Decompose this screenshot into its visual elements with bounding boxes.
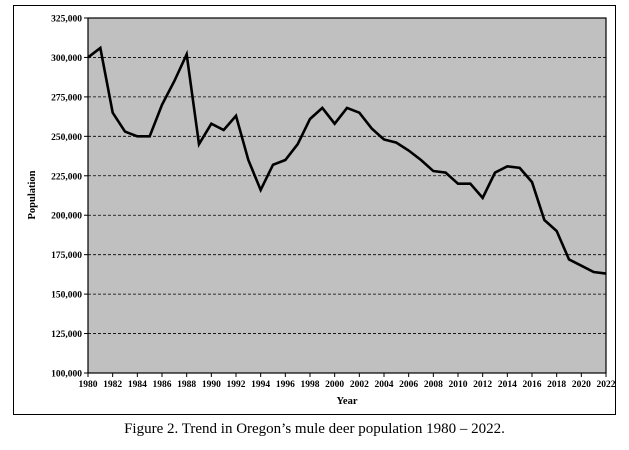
data-point [506,165,508,167]
data-point [358,112,360,114]
chart-frame: 100,000 125,000 150,000 175,000 200,000 225,0… [13,5,616,415]
y-tick-label: 200,000 [51,212,82,222]
data-point [112,112,114,114]
x-tick-label: 2004 [375,380,394,390]
data-point [395,142,397,144]
x-tick-label: 2008 [424,380,443,390]
data-point [334,123,336,125]
data-point [469,183,471,185]
data-point [482,197,484,199]
x-tick-label: 1996 [276,380,295,390]
x-tick-label: 2016 [523,380,542,390]
data-point [223,129,225,131]
x-tick-label: 1986 [153,380,172,390]
x-tick-label: 1980 [79,380,98,390]
y-tick-label: 250,000 [51,133,82,143]
x-tick-label: 1994 [251,380,270,390]
data-point [136,135,138,137]
data-point [198,143,200,145]
y-tick-label: 100,000 [51,370,82,380]
y-tick-label: 275,000 [51,93,82,103]
x-tick-label: 2022 [597,380,616,390]
data-point [494,172,496,174]
data-point [371,127,373,130]
data-point [124,131,126,133]
x-tick-label: 2014 [498,380,517,390]
line-chart: 100,000 125,000 150,000 175,000 200,000 225,0… [27,15,616,408]
data-point [420,159,422,161]
x-tick-label: 2002 [350,380,369,390]
x-tick-label: 1992 [227,380,246,390]
x-tick-label: 2020 [572,380,591,390]
x-tick-label: 2000 [325,380,344,390]
data-point [284,159,286,161]
data-point [235,115,237,117]
data-point [457,183,459,185]
data-point [247,159,249,161]
x-tick-label: 2012 [473,380,492,390]
x-tick-label: 2018 [547,380,566,390]
x-tick-label: 2006 [399,380,418,390]
data-point [543,219,545,221]
data-point [556,230,558,232]
data-point [432,170,434,172]
data-point [309,118,311,120]
y-tick-label: 225,000 [51,172,82,182]
y-axis-title: Population [27,170,38,219]
x-tick-label: 1990 [202,380,221,390]
x-tick-label: 1984 [128,380,147,390]
y-tick-label: 325,000 [51,15,82,25]
data-point [346,107,348,109]
data-point [408,149,410,152]
x-tick-label: 1988 [177,380,196,390]
y-tick-label: 150,000 [51,291,82,301]
y-tick-label: 300,000 [51,54,82,64]
data-point [173,80,175,82]
data-point [519,167,521,169]
data-point [210,123,212,125]
data-point [580,265,582,267]
x-tick-label: 1998 [301,380,320,390]
data-point [297,143,299,145]
y-tick-label: 125,000 [51,330,82,340]
x-tick-label: 1982 [103,380,122,390]
data-point [593,271,595,273]
x-tick-label: 2010 [449,380,468,390]
data-point [272,164,274,166]
data-point [186,53,188,55]
plot-area [87,17,607,374]
data-point [445,172,447,174]
data-point [161,104,163,106]
y-tick-label: 175,000 [51,251,82,261]
data-point [605,273,607,275]
data-point [568,258,570,260]
data-point [321,107,323,109]
x-axis-title: Year [337,396,358,407]
data-point [383,138,385,141]
figure-caption: Figure 2. Trend in Oregon’s mule deer po… [124,421,505,437]
data-point [87,56,89,59]
data-point [260,189,262,191]
data-point [149,135,151,137]
data-point [531,181,533,183]
data-point [99,47,101,49]
